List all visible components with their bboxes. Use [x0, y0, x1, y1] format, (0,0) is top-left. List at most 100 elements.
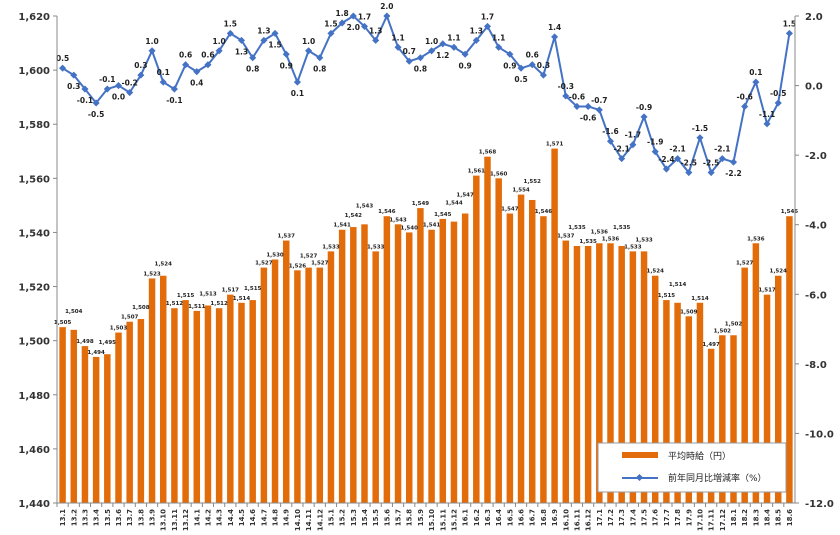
x-tick-label: 14.7: [260, 509, 268, 526]
bar-value-label: 1,524: [770, 269, 788, 275]
bar-value-label: 1,527: [736, 261, 754, 267]
right-tick-label: 2.0: [805, 12, 823, 23]
bar-value-label: 1,524: [155, 262, 173, 268]
line-marker: [159, 78, 167, 86]
bar: [372, 251, 379, 503]
line-marker: [629, 141, 637, 149]
line-marker: [674, 155, 682, 163]
line-marker: [729, 158, 738, 166]
line-value-label: 0.9: [280, 61, 293, 70]
bar: [651, 275, 659, 503]
bar: [473, 175, 480, 503]
line-marker: [271, 29, 279, 37]
line-marker: [182, 61, 190, 69]
line-marker: [539, 71, 547, 79]
line-marker: [528, 61, 536, 69]
bar: [271, 259, 279, 503]
bar-value-label: 1,512: [210, 301, 228, 307]
line-value-label: 2.0: [380, 2, 393, 11]
right-tick-label: 0.0: [805, 82, 823, 93]
line-value-label: 0.6: [526, 51, 539, 60]
bar-value-label: 1,540: [401, 225, 419, 231]
line-value-label: 0.3: [537, 61, 550, 70]
bar-value-label: 1,536: [747, 236, 765, 242]
line-marker: [170, 85, 178, 93]
line-value-label: 1.1: [492, 33, 505, 42]
bar: [596, 243, 603, 503]
line-value-label: 1.3: [235, 47, 248, 56]
bar-value-label: 1,527: [311, 261, 329, 267]
bar-value-label: 1,503: [110, 326, 128, 332]
bar: [461, 213, 469, 503]
line-value-label: 0.8: [414, 65, 427, 74]
x-tick-label: 16.8: [540, 509, 548, 526]
line-value-label: 1.0: [212, 37, 225, 46]
line-marker: [237, 36, 246, 44]
bar: [115, 332, 122, 503]
bar: [92, 356, 100, 503]
bar-value-label: 1,533: [322, 244, 340, 250]
x-tick-label: 15.10: [428, 509, 436, 531]
bar: [484, 156, 491, 503]
line-series: [62, 13, 791, 175]
bar-value-label: 1,537: [278, 234, 296, 240]
x-tick-label: 15.12: [450, 509, 458, 531]
bar: [439, 218, 447, 503]
line-marker: [114, 82, 123, 90]
bar-value-label: 1,527: [300, 254, 318, 260]
x-tick-label: 14.1: [193, 509, 201, 526]
bar-value-label: 1,533: [367, 244, 385, 250]
bar: [774, 275, 782, 503]
bar: [674, 302, 681, 503]
bar: [305, 267, 312, 503]
line-marker: [461, 50, 469, 58]
bar-value-label: 1,512: [166, 301, 184, 307]
x-tick-label: 13.3: [81, 509, 89, 526]
bar-value-label: 1,546: [378, 209, 396, 215]
bar-value-label: 1,543: [356, 203, 374, 209]
right-tick-label: -10.0: [805, 429, 834, 440]
bar-value-label: 1,511: [188, 304, 206, 310]
bar-value-label: 1,514: [669, 282, 687, 288]
bar: [405, 232, 413, 503]
x-tick-label: 15.1: [327, 509, 335, 526]
line-value-label: 1.7: [481, 12, 494, 21]
line-marker: [249, 54, 257, 62]
x-tick-label: 16.11: [573, 509, 581, 531]
x-tick-label: 13.2: [70, 509, 78, 526]
line-marker: [193, 68, 201, 76]
bar: [629, 251, 637, 503]
line-marker: [595, 106, 603, 114]
line-marker: [640, 113, 648, 121]
line-value-label: -0.6: [580, 113, 596, 122]
x-tick-label: 13.11: [171, 509, 179, 531]
legend-bar-swatch: [622, 452, 658, 458]
line-value-label: -0.9: [636, 103, 652, 112]
line-marker: [293, 78, 301, 86]
x-tick-label: 18.6: [786, 509, 794, 526]
bar: [204, 305, 212, 503]
bar-value-label: 1,524: [647, 269, 665, 275]
line-marker: [450, 43, 458, 51]
x-tick-label: 16.10: [562, 509, 570, 531]
bar-value-label: 1,523: [143, 271, 161, 277]
line-marker: [81, 85, 89, 93]
bar-value-label: 1,509: [680, 309, 698, 315]
bar: [428, 229, 435, 503]
x-tick-label: 18.5: [775, 509, 783, 526]
bar: [383, 216, 391, 503]
bar-value-label: 1,554: [512, 188, 530, 194]
bar-value-label: 1,549: [412, 201, 430, 207]
bar: [282, 240, 290, 504]
line-value-label: -1.7: [625, 131, 641, 140]
line-value-label: 1.8: [335, 9, 348, 18]
bar: [81, 346, 89, 503]
line-value-label: 0.3: [134, 61, 147, 70]
bar: [719, 335, 726, 503]
x-tick-label: 14.5: [238, 509, 246, 526]
line-marker: [305, 47, 313, 55]
bar-value-label: 1,502: [725, 321, 743, 327]
line-marker: [428, 47, 436, 55]
line-value-label: 1.4: [548, 23, 561, 32]
line-marker: [92, 99, 100, 107]
